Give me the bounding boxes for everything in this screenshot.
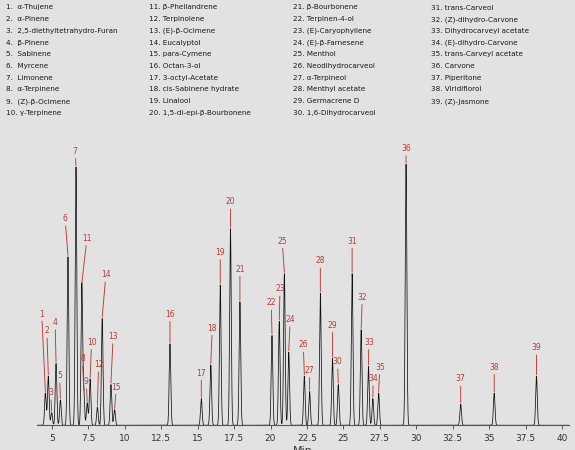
Text: 27. α-Terpineol: 27. α-Terpineol — [293, 75, 346, 81]
Text: 7: 7 — [73, 147, 78, 166]
Text: 15: 15 — [112, 382, 121, 409]
X-axis label: Min: Min — [293, 446, 313, 450]
Text: 34: 34 — [369, 374, 378, 397]
Text: 5: 5 — [57, 371, 62, 399]
Text: 39. (Z)-Jasmone: 39. (Z)-Jasmone — [431, 98, 489, 105]
Text: 30: 30 — [333, 357, 343, 383]
Text: 24: 24 — [285, 315, 295, 351]
Text: 14: 14 — [101, 270, 110, 317]
Text: 11. β-Phellandrene: 11. β-Phellandrene — [150, 4, 218, 10]
Text: 29. Germacrene D: 29. Germacrene D — [293, 98, 359, 104]
Text: 19. Linalool: 19. Linalool — [150, 98, 191, 104]
Text: 8.  α-Terpinene: 8. α-Terpinene — [6, 86, 59, 92]
Text: 20: 20 — [225, 197, 235, 227]
Text: 26: 26 — [298, 341, 308, 375]
Text: 38. Viridiflorol: 38. Viridiflorol — [431, 86, 482, 92]
Text: 17: 17 — [197, 369, 206, 397]
Text: 30. 1,6-Dihydrocarveol: 30. 1,6-Dihydrocarveol — [293, 110, 375, 116]
Text: 26. Neodihydrocarveol: 26. Neodihydrocarveol — [293, 63, 375, 69]
Text: 32: 32 — [358, 293, 367, 328]
Text: 10. γ-Terpinene: 10. γ-Terpinene — [6, 110, 61, 116]
Text: 3.  2,5-diethyltetrahydro-Furan: 3. 2,5-diethyltetrahydro-Furan — [6, 28, 117, 34]
Text: 33. Dihydrocarveyl acetate: 33. Dihydrocarveyl acetate — [431, 28, 530, 34]
Text: 21: 21 — [235, 265, 245, 300]
Text: 3: 3 — [48, 388, 53, 411]
Text: 16. Octan-3-ol: 16. Octan-3-ol — [150, 63, 201, 69]
Text: 27: 27 — [305, 366, 315, 390]
Text: 14. Eucalyptol: 14. Eucalyptol — [150, 40, 201, 45]
Text: 28: 28 — [316, 256, 325, 292]
Text: 32. (Z)-dihydro-Carvone: 32. (Z)-dihydro-Carvone — [431, 16, 518, 22]
Text: 2.  α-Pinene: 2. α-Pinene — [6, 16, 49, 22]
Text: 8: 8 — [80, 355, 85, 390]
Text: 22. Terpinen-4-ol: 22. Terpinen-4-ol — [293, 16, 354, 22]
Text: 25: 25 — [277, 237, 287, 272]
Text: 2: 2 — [44, 326, 49, 375]
Text: 25. Menthol: 25. Menthol — [293, 51, 336, 57]
Text: 31: 31 — [347, 237, 357, 272]
Text: 29: 29 — [328, 321, 338, 356]
Text: 37: 37 — [456, 374, 466, 403]
Text: 36: 36 — [401, 144, 411, 163]
Text: 10: 10 — [87, 338, 97, 378]
Text: 16: 16 — [165, 310, 175, 342]
Text: 19: 19 — [216, 248, 225, 284]
Text: 34. (E)-dihydro-Carvone: 34. (E)-dihydro-Carvone — [431, 40, 518, 46]
Text: 31. trans-Carveol: 31. trans-Carveol — [431, 4, 493, 10]
Text: 12: 12 — [94, 360, 104, 405]
Text: 35: 35 — [375, 363, 385, 392]
Text: 23: 23 — [275, 284, 285, 320]
Text: 6.  Myrcene: 6. Myrcene — [6, 63, 48, 69]
Text: 18: 18 — [208, 324, 217, 364]
Text: 38: 38 — [489, 363, 499, 392]
Text: 1: 1 — [39, 310, 45, 392]
Text: 21. β-Bourbonene: 21. β-Bourbonene — [293, 4, 358, 10]
Text: 37. Piperitone: 37. Piperitone — [431, 75, 482, 81]
Text: 6: 6 — [63, 214, 68, 256]
Text: 9.  (Z)-β-Ocimene: 9. (Z)-β-Ocimene — [6, 98, 70, 105]
Text: 5.  Sabinene: 5. Sabinene — [6, 51, 51, 57]
Text: 15. para-Cymene: 15. para-Cymene — [150, 51, 212, 57]
Text: 33: 33 — [364, 338, 374, 365]
Text: 12. Terpinolene: 12. Terpinolene — [150, 16, 205, 22]
Text: 13. (E)-β-Ocimene: 13. (E)-β-Ocimene — [150, 28, 216, 34]
Text: 28. Menthyl acetate: 28. Menthyl acetate — [293, 86, 366, 92]
Text: 36. Carvone: 36. Carvone — [431, 63, 475, 69]
Text: 35. trans-Carveyl acetate: 35. trans-Carveyl acetate — [431, 51, 523, 57]
Text: 1.  α-Thujene: 1. α-Thujene — [6, 4, 53, 10]
Text: 9: 9 — [84, 377, 89, 401]
Text: 11: 11 — [82, 234, 91, 284]
Text: 23. (E)-Caryophyllene: 23. (E)-Caryophyllene — [293, 28, 371, 34]
Text: 7.  Limonene: 7. Limonene — [6, 75, 52, 81]
Text: 13: 13 — [108, 332, 118, 383]
Text: 24. (E)-β-Farnesene: 24. (E)-β-Farnesene — [293, 40, 364, 46]
Text: 22: 22 — [266, 298, 276, 334]
Text: 39: 39 — [532, 343, 541, 375]
Text: 4.  β-Pinene: 4. β-Pinene — [6, 40, 49, 45]
Text: 4: 4 — [53, 318, 58, 362]
Text: 20. 1,5-di-epi-β-Bourbonene: 20. 1,5-di-epi-β-Bourbonene — [150, 110, 251, 116]
Text: 17. 3-octyl-Acetate: 17. 3-octyl-Acetate — [150, 75, 218, 81]
Text: 18. cis-Sabinene hydrate: 18. cis-Sabinene hydrate — [150, 86, 240, 92]
